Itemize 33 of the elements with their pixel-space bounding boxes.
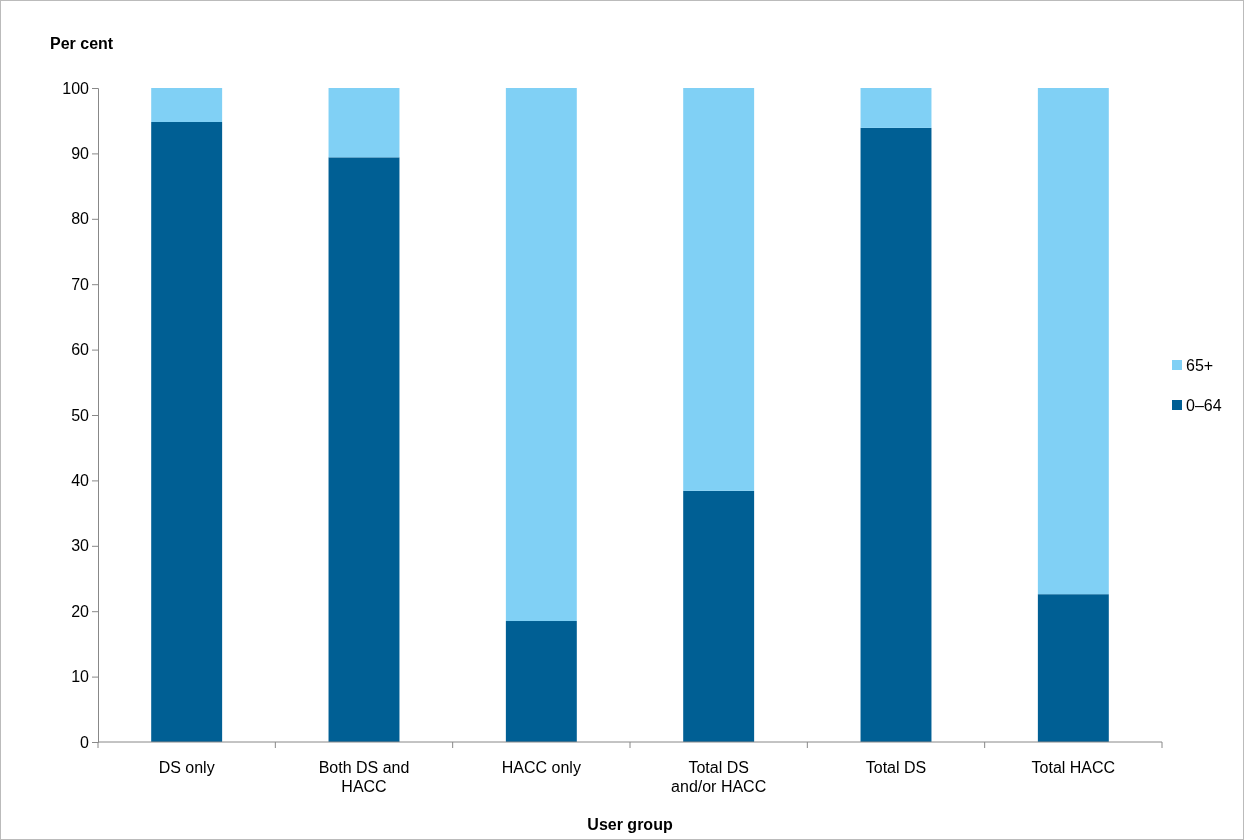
bar (1037, 88, 1109, 595)
bar (683, 490, 755, 742)
y-tick-label: 100 (62, 79, 90, 97)
x-tick-label: Total DS and/or HACC (671, 759, 767, 795)
legend-label: 0–64 (1186, 397, 1222, 414)
x-tick-label: Total DS (865, 759, 927, 776)
bar (505, 621, 577, 742)
y-tick-label: 60 (71, 341, 90, 359)
y-tick-label: 50 (71, 406, 90, 424)
y-tick-label: 70 (71, 275, 90, 293)
y-tick-label: 0 (80, 733, 90, 751)
x-tick-label: DS only (158, 759, 215, 776)
y-tick-label: 20 (71, 602, 90, 620)
legend-label: 65+ (1186, 357, 1214, 374)
x-tick-label: HACC only (501, 759, 581, 776)
y-tick-label: 10 (71, 668, 90, 686)
x-axis-title: User group (587, 816, 673, 833)
bar (151, 122, 223, 742)
y-tick-label: 40 (71, 472, 90, 490)
bar (683, 88, 755, 491)
y-tick-label: 30 (71, 537, 90, 555)
x-tick-label: Both DS and HACC (318, 759, 410, 795)
bar (328, 88, 400, 158)
bar (860, 88, 932, 128)
y-axis-title: Per cent (50, 35, 114, 52)
bar (860, 127, 932, 742)
y-tick-label: 80 (71, 210, 90, 228)
bar (151, 88, 223, 123)
x-tick-label: Total HACC (1031, 759, 1116, 776)
bar (1037, 594, 1109, 742)
y-tick-label: 90 (71, 145, 90, 163)
bar (328, 157, 400, 742)
bar (505, 88, 577, 622)
